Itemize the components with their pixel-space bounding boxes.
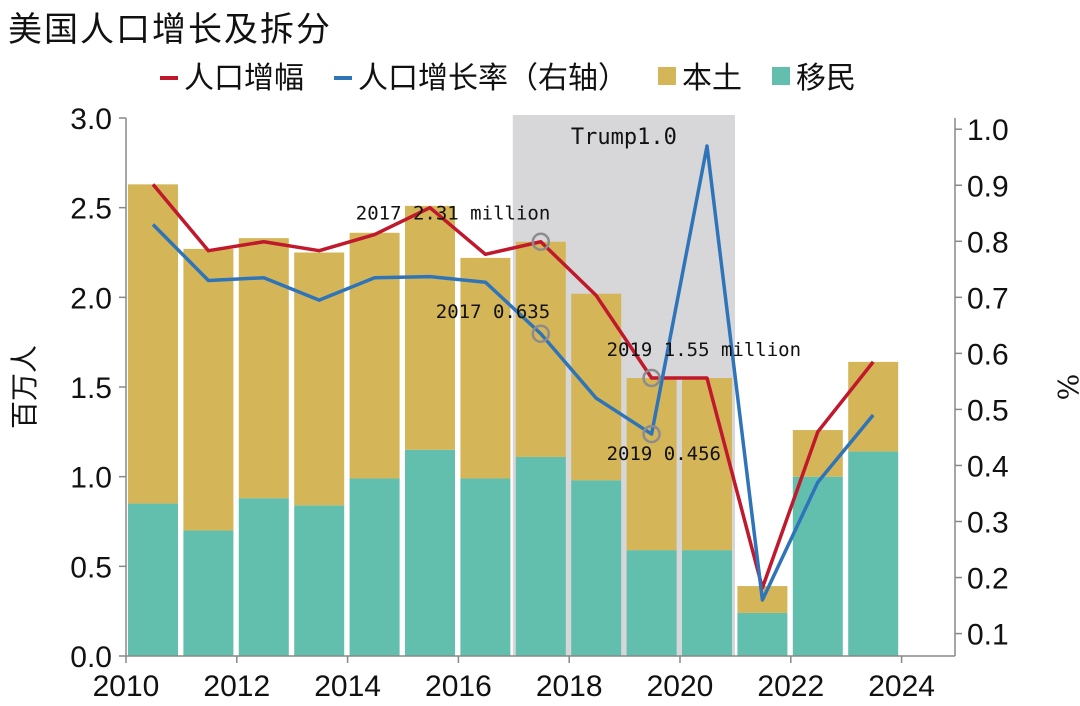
y-axis-right-title: % [1051, 374, 1080, 401]
annotation-label: 2017 2.31 million [356, 203, 550, 225]
bar-native-2011 [183, 248, 234, 531]
legend-swatch [772, 67, 790, 85]
bar-immigrant-2017 [515, 456, 566, 656]
bar-immigrant-2012 [238, 498, 289, 656]
legend-swatch [658, 67, 676, 85]
annotation-marker [642, 424, 661, 444]
bar-native-2010 [128, 184, 178, 504]
y-axis-left-title: 百万人 [8, 345, 41, 429]
right-tick-label: 1.0 [967, 114, 1009, 147]
bar-native-2013 [294, 252, 345, 506]
bar-immigrant-2019 [626, 550, 677, 656]
x-tick-label: 2010 [93, 670, 160, 703]
left-tick-label: 2.5 [70, 193, 112, 226]
bar-immigrant-2020 [682, 550, 732, 656]
right-tick-label: 0.8 [967, 226, 1009, 259]
right-tick-label: 0.5 [967, 394, 1009, 427]
right-tick-label: 0.3 [967, 507, 1009, 540]
annotation-marker [531, 324, 551, 344]
line-population-increase [151, 183, 875, 590]
x-tick-label: 2014 [314, 670, 381, 703]
bar-native-2015 [405, 205, 455, 450]
legend-label: 本土 [682, 61, 742, 96]
bar-immigrant-2013 [294, 505, 345, 656]
bar-native-2020 [682, 378, 732, 551]
right-tick-label: 0.2 [967, 563, 1009, 596]
x-tick-label: 2012 [203, 670, 270, 703]
right-tick-label: 0.1 [967, 619, 1009, 652]
right-tick-label: 0.4 [967, 450, 1009, 483]
bar-immigrant-2016 [460, 478, 511, 656]
line-growth-rate [151, 144, 875, 602]
annotation-label: 2017 0.635 [436, 301, 550, 323]
bar-immigrant-2023 [848, 451, 899, 656]
left-tick-label: 3.0 [70, 103, 112, 136]
annotation-label: 2019 0.456 [607, 443, 721, 465]
x-tick-label: 2018 [536, 670, 603, 703]
bar-immigrant-2018 [571, 480, 622, 656]
bar-immigrant-2021 [737, 612, 788, 656]
left-tick-label: 1.5 [70, 372, 112, 405]
bar-native-2016 [460, 257, 511, 479]
left-tick-label: 2.0 [70, 282, 112, 315]
right-tick-label: 0.6 [967, 338, 1009, 371]
bar-immigrant-2022 [792, 476, 843, 656]
chart-title: 美国人口增长及拆分 [8, 10, 332, 50]
legend-label: 人口增长率（右轴） [358, 61, 628, 96]
bar-native-2022 [792, 430, 843, 477]
x-tick-label: 2020 [647, 670, 714, 703]
left-tick-label: 0.5 [70, 551, 112, 584]
bar-native-2017 [515, 241, 566, 457]
bar-native-2014 [349, 232, 400, 479]
bar-immigrant-2014 [349, 478, 400, 656]
left-tick-label: 0.0 [70, 641, 112, 674]
bar-immigrant-2011 [183, 530, 234, 656]
bar-immigrant-2010 [128, 503, 178, 656]
annotation-label: 2019 1.55 million [607, 339, 801, 361]
annotation-marker [531, 232, 551, 251]
x-tick-label: 2022 [757, 670, 824, 703]
shaded-region-label: Trump1.0 [571, 125, 677, 150]
bar-native-2019 [626, 378, 677, 551]
annotation-marker [642, 368, 661, 388]
right-tick-label: 0.9 [967, 170, 1009, 203]
bar-immigrant-2015 [405, 449, 455, 656]
right-tick-label: 0.7 [967, 282, 1009, 315]
bar-native-2012 [238, 238, 289, 499]
legend-label: 人口增幅 [184, 61, 304, 96]
bar-native-2018 [571, 293, 622, 481]
left-tick-label: 1.0 [70, 462, 112, 495]
x-tick-label: 2016 [425, 670, 492, 703]
legend-label: 移民 [796, 61, 856, 96]
x-tick-label: 2024 [868, 670, 935, 703]
